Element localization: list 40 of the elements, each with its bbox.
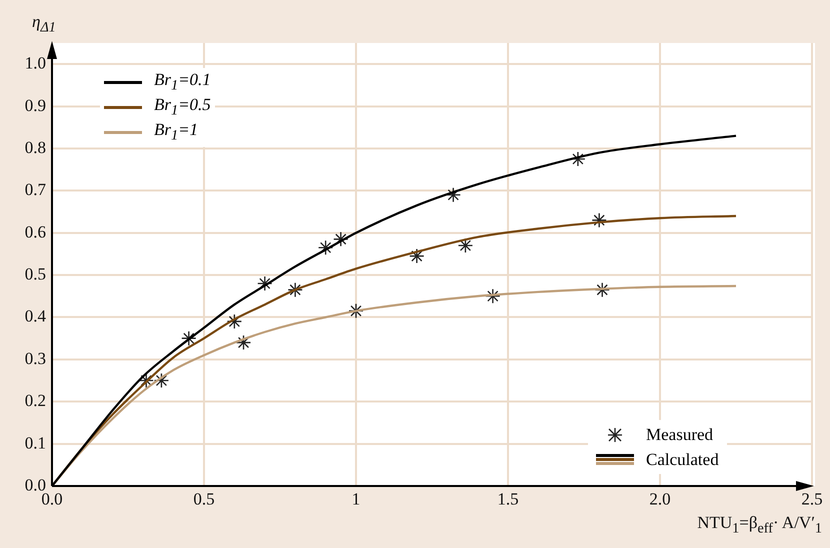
y-tick-label: 0.4 xyxy=(24,306,46,326)
point xyxy=(138,372,154,388)
legend-label: Br$_{1}$=0.1 xyxy=(154,70,211,95)
annotation: Calculated xyxy=(646,450,719,470)
point xyxy=(485,288,500,304)
point xyxy=(236,334,252,350)
legend-label: Br$_{1}$=1 xyxy=(154,120,198,145)
y-tick-label: 0.7 xyxy=(24,180,46,200)
y-axis-title: η$_{Δ1}$ xyxy=(32,12,56,36)
point xyxy=(257,276,272,292)
x-tick-label: 0.5 xyxy=(193,490,215,509)
line-series xyxy=(52,284,738,486)
point xyxy=(333,232,348,247)
x-tick-label: 1.5 xyxy=(497,490,519,509)
point xyxy=(409,248,424,264)
point xyxy=(594,282,610,298)
y-tick-label: 1.0 xyxy=(24,54,46,73)
y-tick-label: 0.9 xyxy=(24,96,46,115)
point xyxy=(348,303,364,319)
y-tick-label: 0.3 xyxy=(24,348,46,368)
point xyxy=(226,314,242,330)
point xyxy=(318,240,334,256)
point xyxy=(154,372,170,388)
y-tick-label: 0.1 xyxy=(24,433,46,452)
x-tick-label: 2.5 xyxy=(801,490,823,509)
point xyxy=(446,187,461,203)
point xyxy=(570,151,586,167)
x-tick-label: 1 xyxy=(352,490,360,509)
y-tick-label: 0.5 xyxy=(24,264,46,284)
point xyxy=(458,238,474,254)
y-tick-label: 0.6 xyxy=(24,222,46,242)
x-tick-label: 2.0 xyxy=(649,490,671,509)
y-tick-label: 0.8 xyxy=(24,138,46,157)
point xyxy=(592,212,607,228)
y-tick-label: 0.2 xyxy=(24,391,46,410)
point xyxy=(181,330,196,346)
point xyxy=(288,282,303,298)
legend-label: Br$_{1}$=0.5 xyxy=(154,95,211,120)
x-axis-title: NTU$_{1}$=β$_{eff}$· A/V′$_{1}$ xyxy=(697,513,822,538)
legend-label: Measured xyxy=(646,424,714,444)
